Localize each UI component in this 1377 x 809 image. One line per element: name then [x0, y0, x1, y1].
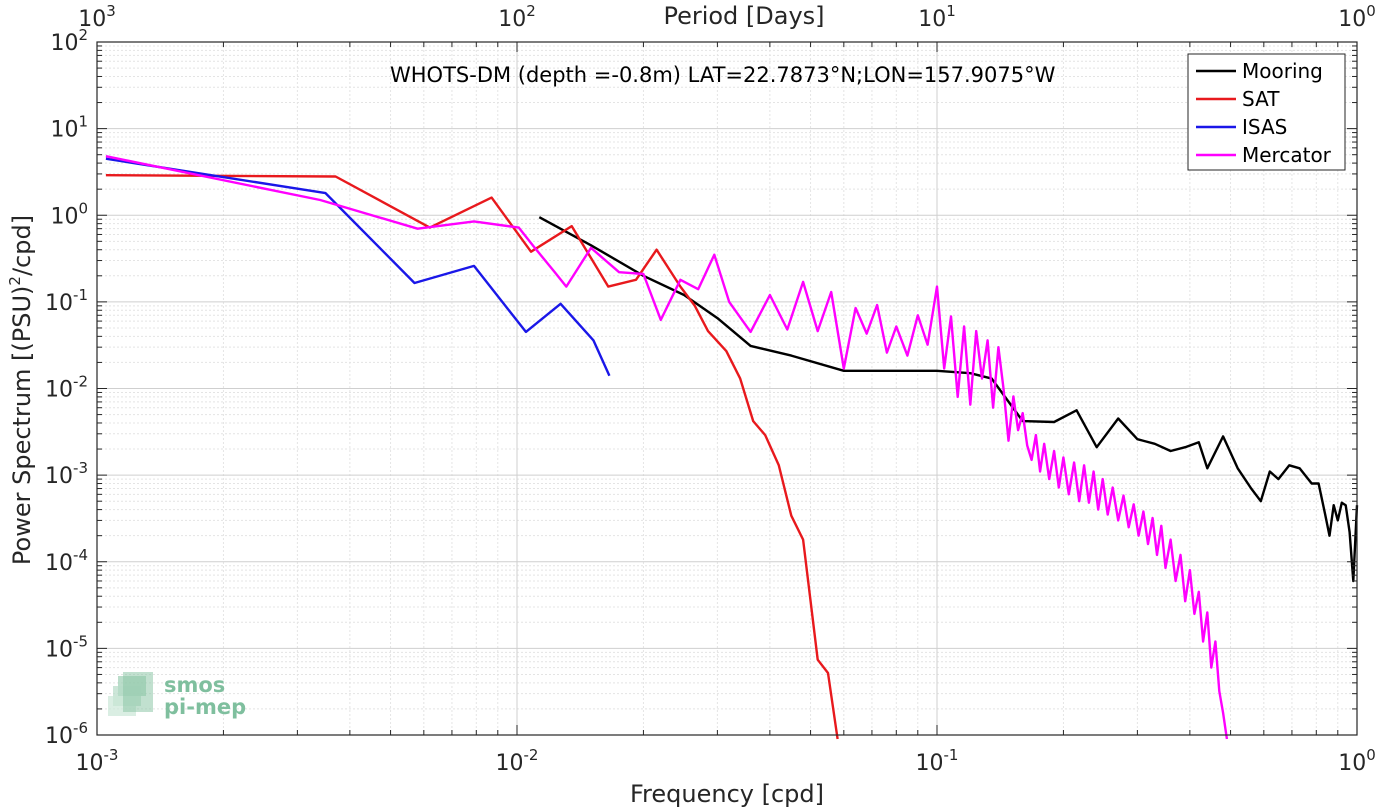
top-tick-label: 101: [918, 2, 956, 32]
top-tick-label: 102: [498, 2, 536, 32]
y-tick-label: 10-1: [45, 286, 88, 316]
x-tick-label: 10-2: [496, 746, 539, 776]
ticks: [96, 42, 1357, 736]
top-tick-label: 100: [1338, 2, 1376, 32]
y-axis-label: Power Spectrum [(PSU)2/cpd]: [6, 215, 36, 565]
chart-title: WHOTS-DM (depth =-0.8m) LAT=22.7873°N;LO…: [390, 63, 1056, 87]
series-line-isas: [105, 157, 611, 377]
y-tick-label: 102: [50, 26, 88, 56]
logo-line1: smos: [164, 673, 225, 697]
y-tick-label: 10-2: [45, 373, 88, 403]
y-tick-label: 10-4: [45, 546, 88, 576]
top-tick-label: 103: [78, 2, 116, 32]
x-axis-label: Frequency [cpd]: [630, 780, 824, 808]
y-tick-label: 10-5: [45, 632, 88, 662]
legend-label-sat: SAT: [1242, 87, 1280, 111]
x-tick-label: 10-3: [76, 746, 119, 776]
series-line-sat: [105, 174, 839, 740]
y-tick-label: 101: [50, 113, 88, 143]
legend-label-mooring: Mooring: [1242, 59, 1323, 83]
legend-label-mercator: Mercator: [1242, 143, 1332, 167]
legend: Mooring SAT ISAS Mercator: [1187, 53, 1346, 171]
x-tick-label: 100: [1338, 746, 1376, 776]
top-axis-label: Period [Days]: [663, 2, 824, 30]
logo-line2: pi-mep: [164, 695, 246, 719]
legend-box: [1187, 53, 1346, 171]
series-line-mercator: [105, 155, 1229, 740]
series-line-mooring: [538, 216, 1359, 583]
y-tick-label: 100: [50, 199, 88, 229]
plot-lines: [105, 155, 1359, 740]
legend-label-isas: ISAS: [1242, 115, 1287, 139]
y-tick-label: 10-6: [45, 719, 88, 749]
y-tick-label: 10-3: [45, 459, 88, 489]
x-tick-label: 10-1: [916, 746, 959, 776]
smos-pi-mep-logo: smos pi-mep: [108, 672, 246, 719]
grid: [96, 41, 1358, 736]
